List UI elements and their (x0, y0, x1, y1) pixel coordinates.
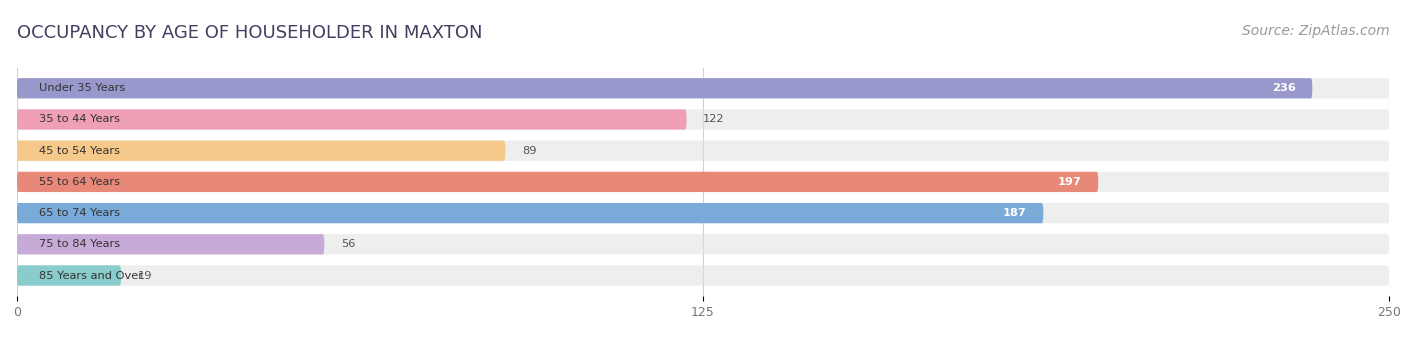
FancyBboxPatch shape (17, 234, 1389, 254)
Text: 197: 197 (1057, 177, 1081, 187)
FancyBboxPatch shape (17, 109, 1389, 130)
FancyBboxPatch shape (17, 172, 1389, 192)
Text: 65 to 74 Years: 65 to 74 Years (39, 208, 120, 218)
Text: 35 to 44 Years: 35 to 44 Years (39, 115, 120, 124)
Text: 187: 187 (1002, 208, 1026, 218)
FancyBboxPatch shape (17, 203, 1389, 223)
FancyBboxPatch shape (17, 140, 1389, 161)
Text: OCCUPANCY BY AGE OF HOUSEHOLDER IN MAXTON: OCCUPANCY BY AGE OF HOUSEHOLDER IN MAXTO… (17, 24, 482, 42)
Text: 55 to 64 Years: 55 to 64 Years (39, 177, 120, 187)
FancyBboxPatch shape (17, 78, 1389, 98)
Text: 89: 89 (522, 146, 536, 156)
FancyBboxPatch shape (17, 109, 686, 130)
FancyBboxPatch shape (17, 234, 325, 254)
FancyBboxPatch shape (17, 172, 1098, 192)
FancyBboxPatch shape (17, 203, 1043, 223)
FancyBboxPatch shape (17, 266, 1389, 286)
Text: 75 to 84 Years: 75 to 84 Years (39, 239, 120, 249)
Text: 122: 122 (703, 115, 724, 124)
Text: 19: 19 (138, 271, 152, 280)
Text: Source: ZipAtlas.com: Source: ZipAtlas.com (1241, 24, 1389, 38)
Text: Under 35 Years: Under 35 Years (39, 83, 125, 93)
Text: 236: 236 (1272, 83, 1296, 93)
FancyBboxPatch shape (17, 78, 1312, 98)
Text: 85 Years and Over: 85 Years and Over (39, 271, 143, 280)
Text: 45 to 54 Years: 45 to 54 Years (39, 146, 120, 156)
FancyBboxPatch shape (17, 140, 505, 161)
FancyBboxPatch shape (17, 266, 121, 286)
Text: 56: 56 (340, 239, 356, 249)
